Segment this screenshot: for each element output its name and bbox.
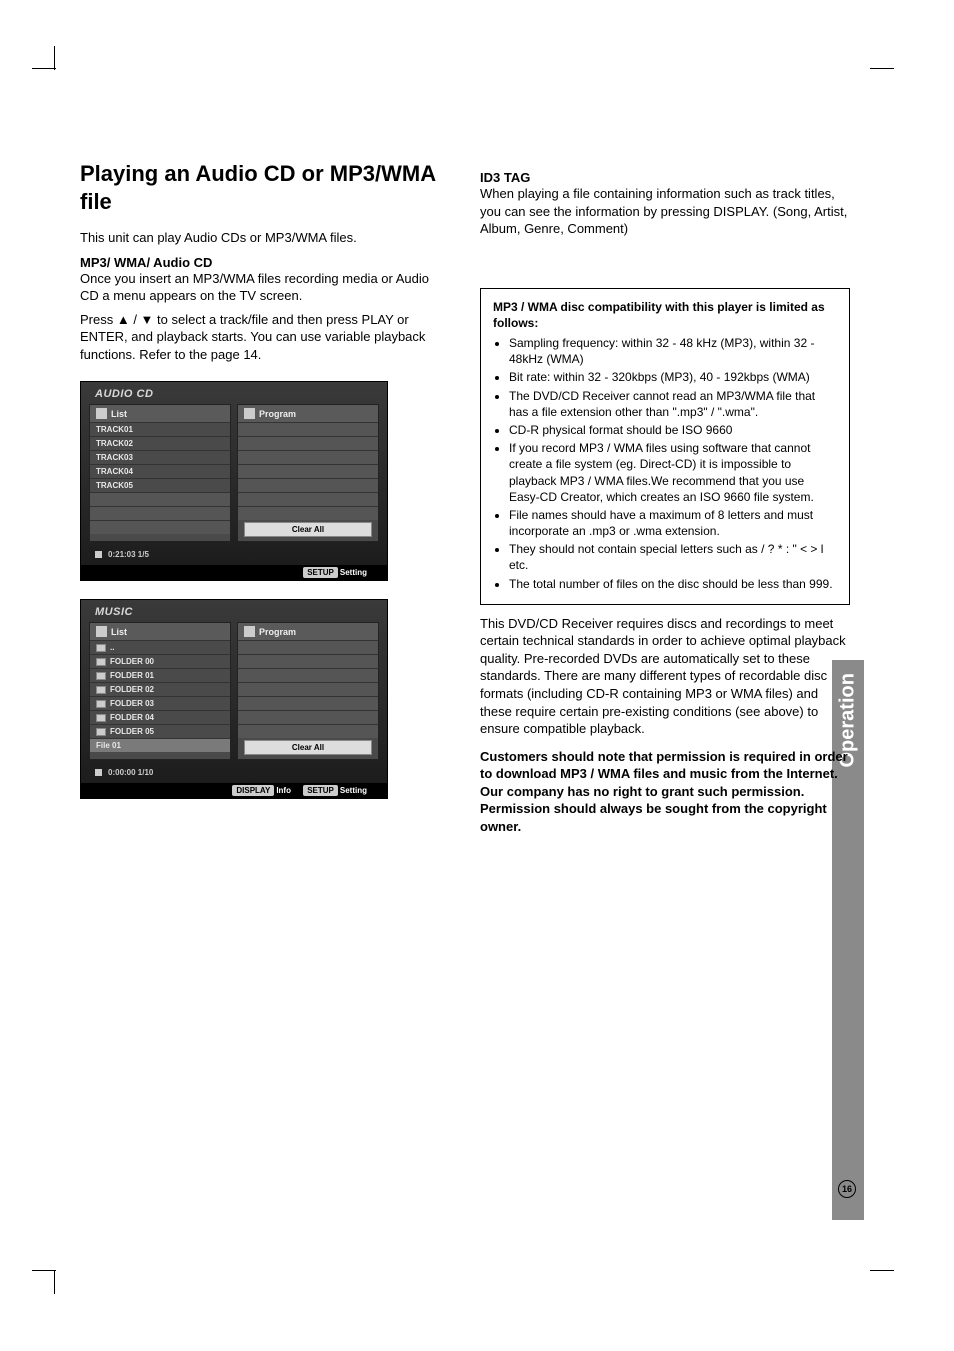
compat-title: MP3 / WMA disc compatibility with this p… [493, 299, 837, 331]
id3-body: When playing a file containing informati… [480, 185, 850, 238]
folder-icon [96, 714, 106, 722]
intro-text: This unit can play Audio CDs or MP3/WMA … [80, 229, 450, 247]
file-row: File 01 [90, 738, 230, 752]
bullet-item: They should not contain special letters … [509, 541, 837, 573]
ss2-list-panel: List .. FOLDER 00 FOLDER 01 FOLDER 02 FO… [89, 622, 231, 760]
ss2-list-header: List [90, 623, 230, 640]
empty-row [90, 506, 230, 520]
bullet-item: Sampling frequency: within 32 - 48 kHz (… [509, 335, 837, 367]
ss1-list-header: List [90, 405, 230, 422]
bullet-item: The total number of files on the disc sh… [509, 576, 837, 592]
setup-tag: SETUP [303, 785, 338, 796]
right-column: ID3 TAG When playing a file containing i… [480, 160, 850, 835]
folder-row: FOLDER 02 [90, 682, 230, 696]
id3-heading: ID3 TAG [480, 170, 850, 185]
ss2-footer: DISPLAYInfo SETUPSetting [81, 783, 387, 798]
folder-icon [96, 728, 106, 736]
track-row: TRACK01 [90, 422, 230, 436]
track-row: TRACK04 [90, 464, 230, 478]
track-row: TRACK03 [90, 450, 230, 464]
folder-icon [96, 686, 106, 694]
folder-row: FOLDER 03 [90, 696, 230, 710]
folder-row: FOLDER 01 [90, 668, 230, 682]
up-folder-row: .. [90, 640, 230, 654]
empty-row [90, 520, 230, 534]
ss1-program-panel: Program Clear All [237, 404, 379, 542]
bullet-item: The DVD/CD Receiver cannot read an MP3/W… [509, 388, 837, 420]
ss1-title: AUDIO CD [81, 382, 387, 404]
page-title: Playing an Audio CD or MP3/WMA file [80, 160, 450, 215]
section1-heading: MP3/ WMA/ Audio CD [80, 255, 450, 270]
ss2-program-header: Program [238, 623, 378, 640]
ss1-status: 0:21:03 1/5 [81, 546, 387, 565]
compat-list: Sampling frequency: within 32 - 48 kHz (… [493, 335, 837, 592]
stop-icon [95, 769, 102, 776]
compatibility-box: MP3 / WMA disc compatibility with this p… [480, 288, 850, 605]
display-tag: DISPLAY [232, 785, 274, 796]
stop-icon [95, 551, 102, 558]
ss2-program-panel: Program Clear All [237, 622, 379, 760]
folder-row: FOLDER 05 [90, 724, 230, 738]
ss1-list-panel: List TRACK01 TRACK02 TRACK03 TRACK04 TRA… [89, 404, 231, 542]
left-column: Playing an Audio CD or MP3/WMA file This… [80, 160, 450, 835]
copyright-notice: Customers should note that permission is… [480, 748, 850, 836]
bullet-item: File names should have a maximum of 8 le… [509, 507, 837, 539]
section1-p1: Once you insert an MP3/WMA files recordi… [80, 270, 450, 305]
program-icon [244, 626, 255, 637]
ss2-title: MUSIC [81, 600, 387, 622]
page-number: 16 [838, 1180, 856, 1198]
list-icon [96, 626, 107, 637]
program-icon [244, 408, 255, 419]
ss1-footer: SETUPSetting [81, 565, 387, 580]
track-row: TRACK05 [90, 478, 230, 492]
bullet-item: CD-R physical format should be ISO 9660 [509, 422, 837, 438]
track-row: TRACK02 [90, 436, 230, 450]
bullet-item: If you record MP3 / WMA files using soft… [509, 440, 837, 505]
empty-row [90, 492, 230, 506]
clear-all-button: Clear All [244, 740, 372, 755]
list-icon [96, 408, 107, 419]
section1-p2: Press ▲ / ▼ to select a track/file and t… [80, 311, 450, 364]
ss1-program-header: Program [238, 405, 378, 422]
folder-icon [96, 700, 106, 708]
ss2-status: 0:00:00 1/10 [81, 764, 387, 783]
folder-up-icon [96, 644, 106, 652]
folder-icon [96, 658, 106, 666]
folder-row: FOLDER 00 [90, 654, 230, 668]
audio-cd-screenshot: AUDIO CD List TRACK01 TRACK02 TRACK03 TR… [80, 381, 388, 581]
tech-standards-para: This DVD/CD Receiver requires discs and … [480, 615, 850, 738]
setup-tag: SETUP [303, 567, 338, 578]
music-screenshot: MUSIC List .. FOLDER 00 FOLDER 01 FOLDER… [80, 599, 388, 799]
folder-row: FOLDER 04 [90, 710, 230, 724]
bullet-item: Bit rate: within 32 - 320kbps (MP3), 40 … [509, 369, 837, 385]
clear-all-button: Clear All [244, 522, 372, 537]
folder-icon [96, 672, 106, 680]
